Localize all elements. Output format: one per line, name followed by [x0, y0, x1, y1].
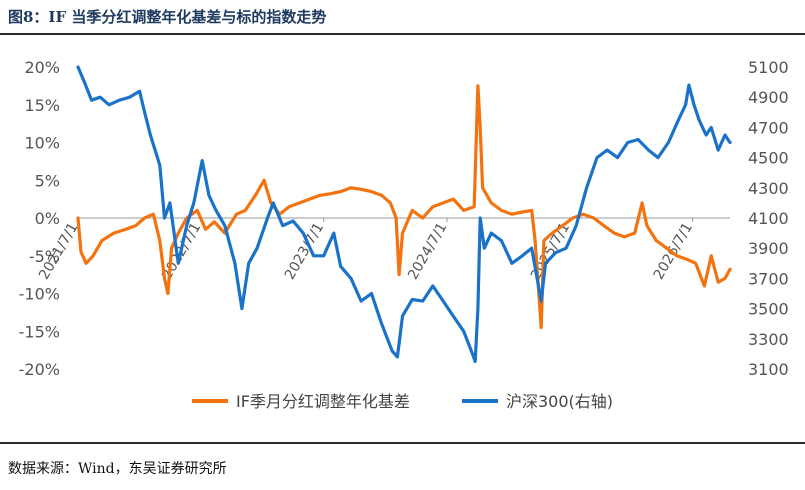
y-right-tick-label: 4900 — [748, 88, 789, 107]
y-left-tick-label: -20% — [19, 360, 60, 379]
x-tick-label: 2023/7/1 — [282, 220, 327, 282]
basis-series-line — [76, 84, 732, 330]
y-right-tick-label: 3500 — [748, 300, 789, 319]
chart-legend: IF季月分红调整年化基差 沪深300(右轴) — [192, 392, 613, 411]
y-left-tick-label: -10% — [19, 285, 60, 304]
y-left-tick-label: 15% — [24, 96, 60, 115]
y-left-tick-label: 10% — [24, 134, 60, 153]
y-right-tick-label: 3900 — [748, 239, 789, 258]
y-left-tick-label: 5% — [35, 171, 60, 190]
legend-label-index: 沪深300(右轴) — [506, 392, 613, 411]
legend-label-basis: IF季月分红调整年化基差 — [236, 392, 410, 411]
x-tick-label: 2026/7/1 — [651, 220, 696, 282]
bottom-rule — [0, 442, 805, 444]
top-rule — [0, 33, 805, 35]
y-left-tick-label: -15% — [19, 322, 60, 341]
chart-axes: 20% 15% 10% 5% 0% -5% -10% -15% -20% 5100 4900 4700… — [19, 58, 789, 379]
y-right-tick-label: 3300 — [748, 330, 789, 349]
y-left-tick-label: -5% — [29, 247, 60, 266]
y-right-tick-label: 4700 — [748, 118, 789, 137]
figure-title: 图8：IF 当季分红调整年化基差与标的指数走势 — [8, 8, 327, 26]
x-tick-label: 2024/7/1 — [405, 220, 450, 282]
y-right-tick-label: 5100 — [748, 58, 789, 77]
y-left-tick-label: 0% — [35, 209, 60, 228]
y-right-tick-label: 4100 — [748, 209, 789, 228]
index-series-line — [76, 65, 732, 363]
y-right-tick-label: 4300 — [748, 179, 789, 198]
y-left-tick-label: 20% — [24, 58, 60, 77]
source-note: 数据来源：Wind，东吴证券研究所 — [8, 461, 227, 477]
y-right-tick-label: 3700 — [748, 269, 789, 288]
chart: 20% 15% 10% 5% 0% -5% -10% -15% -20% 5100 4900 4700… — [19, 58, 789, 411]
chart-series — [76, 65, 732, 363]
y-right-tick-label: 3100 — [748, 360, 789, 379]
y-right-tick-label: 4500 — [748, 149, 789, 168]
